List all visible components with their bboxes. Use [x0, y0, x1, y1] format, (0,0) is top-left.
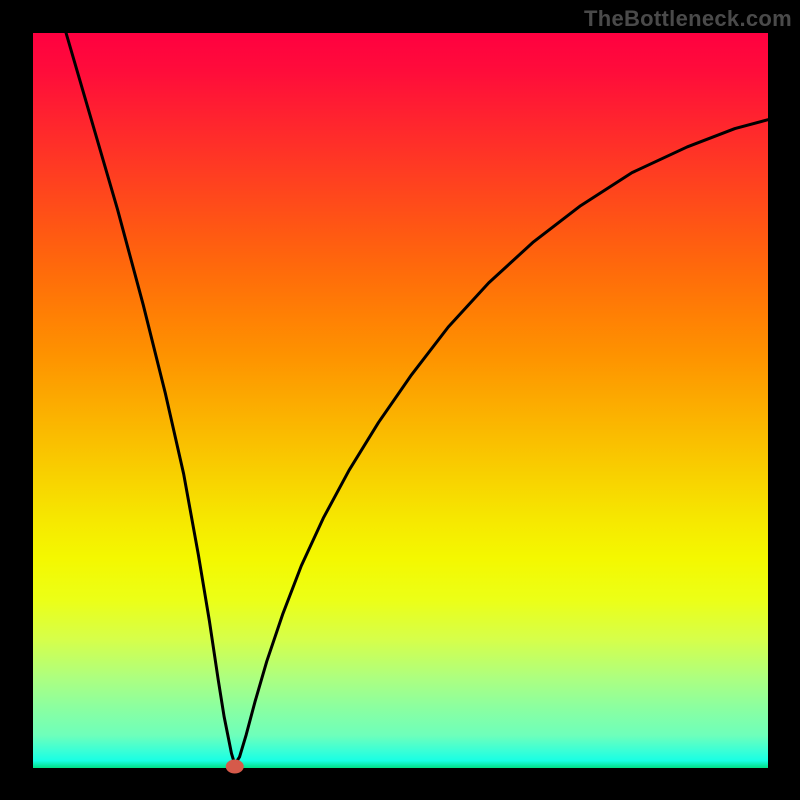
optimal-point-marker — [226, 760, 244, 774]
plot-area — [33, 33, 768, 768]
watermark: TheBottleneck.com — [584, 6, 792, 32]
chart-svg — [0, 0, 800, 800]
chart-stage: TheBottleneck.com — [0, 0, 800, 800]
